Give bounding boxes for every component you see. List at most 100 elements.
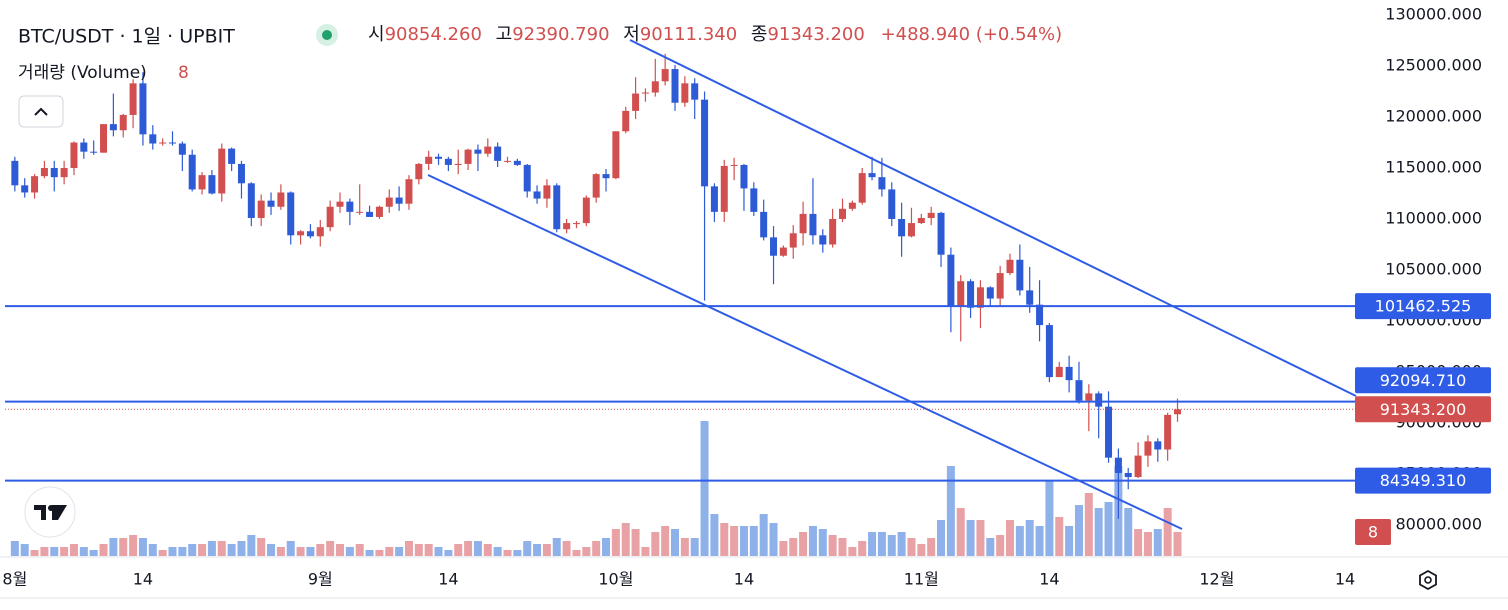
volume-bar bbox=[542, 544, 551, 556]
candle-body bbox=[267, 200, 275, 207]
chevron-icon bbox=[34, 107, 48, 116]
candle-body bbox=[287, 192, 295, 236]
volume-bar bbox=[779, 541, 788, 556]
x-tick-label: 14 bbox=[1335, 570, 1355, 589]
candle-body bbox=[553, 185, 561, 230]
candle-body bbox=[277, 192, 285, 207]
candle-body bbox=[1095, 393, 1103, 407]
candle-body bbox=[937, 212, 945, 255]
volume-bar bbox=[769, 523, 778, 556]
volume-bar bbox=[1134, 529, 1143, 556]
candle-body bbox=[848, 202, 856, 209]
volume-bar bbox=[286, 541, 295, 556]
candle-body bbox=[70, 142, 78, 168]
volume-bar bbox=[464, 541, 473, 556]
volume-bar bbox=[956, 508, 965, 556]
volume-bar bbox=[365, 550, 374, 556]
candle-body bbox=[31, 176, 39, 193]
volume-bar bbox=[858, 541, 867, 556]
collapse-button[interactable] bbox=[18, 95, 64, 128]
volume-bar bbox=[976, 520, 985, 556]
candle-body bbox=[1134, 455, 1142, 478]
candle-body bbox=[681, 83, 689, 103]
y-tick-label: 80000.000 bbox=[1395, 514, 1482, 533]
candle-body bbox=[1065, 366, 1073, 381]
trend-line bbox=[427, 174, 1183, 530]
candle-body bbox=[444, 158, 452, 165]
candle-body bbox=[306, 231, 314, 237]
volume-bar bbox=[336, 544, 344, 556]
candle-body bbox=[454, 163, 462, 165]
volume-bar bbox=[119, 538, 128, 556]
volume-bar bbox=[1094, 508, 1103, 556]
volume-bar bbox=[434, 547, 443, 556]
volume-value: 8 bbox=[178, 63, 189, 83]
volume-label: 거래량 (Volume) bbox=[18, 63, 147, 83]
candle-body bbox=[651, 81, 659, 93]
candle-body bbox=[612, 131, 620, 179]
settings-button[interactable] bbox=[1419, 569, 1437, 591]
volume-bar bbox=[828, 535, 837, 556]
candle-body bbox=[572, 223, 580, 225]
low-value: 90111.340 bbox=[640, 24, 737, 45]
candle-body bbox=[592, 174, 600, 198]
volume-bar bbox=[789, 538, 798, 556]
candle-body bbox=[149, 134, 157, 144]
candle-body bbox=[415, 163, 423, 180]
candle-body bbox=[188, 154, 196, 190]
volume-bar bbox=[306, 547, 315, 556]
candle-body bbox=[543, 185, 551, 199]
plot-area: 80000.00085000.00090000.00095000.0001000… bbox=[10, 4, 1482, 556]
candle-body bbox=[40, 167, 48, 177]
candle-body bbox=[907, 223, 915, 237]
volume-bar bbox=[592, 541, 601, 556]
candle-body bbox=[385, 197, 393, 207]
candle-body bbox=[169, 142, 176, 144]
candle-body bbox=[1154, 441, 1162, 450]
y-tick-label: 110000.000 bbox=[1385, 208, 1482, 227]
candle-body bbox=[228, 148, 236, 164]
candle-body bbox=[257, 200, 265, 218]
candle-body bbox=[474, 149, 482, 154]
close-label: 종 bbox=[751, 24, 768, 45]
volume-bar bbox=[375, 550, 384, 556]
candle-body bbox=[218, 148, 226, 194]
volume-bar bbox=[493, 547, 502, 556]
candle-body bbox=[1036, 304, 1044, 326]
candle-body bbox=[858, 173, 866, 203]
volume-bar bbox=[700, 421, 709, 556]
volume-bar bbox=[868, 532, 877, 556]
candle-body bbox=[789, 233, 797, 248]
candle-body bbox=[996, 273, 1004, 299]
candle-body bbox=[947, 254, 955, 306]
candle-body bbox=[563, 223, 571, 230]
candle-body bbox=[967, 281, 975, 308]
x-tick-label: 14 bbox=[438, 570, 458, 589]
candle-body bbox=[100, 124, 108, 153]
candle-body bbox=[750, 188, 758, 212]
volume-bar bbox=[1084, 493, 1093, 556]
volume-tag-label: 8 bbox=[1368, 523, 1378, 542]
volume-bar bbox=[148, 544, 157, 556]
volume-bar bbox=[99, 544, 108, 556]
volume-bar bbox=[631, 529, 640, 556]
candle-body bbox=[80, 142, 88, 152]
volume-bar bbox=[1163, 508, 1172, 556]
x-tick-label: 10월 bbox=[598, 570, 633, 589]
volume-bar bbox=[483, 544, 492, 556]
price-line-label: 92094.710 bbox=[1380, 371, 1467, 390]
volume-bar bbox=[562, 541, 571, 556]
candle-body bbox=[720, 165, 728, 212]
candle-body bbox=[533, 191, 541, 199]
volume-bar bbox=[69, 544, 78, 556]
volume-bar bbox=[267, 544, 276, 556]
volume-bar bbox=[1143, 532, 1152, 556]
candle-body bbox=[1174, 409, 1181, 415]
y-tick-label: 120000.000 bbox=[1385, 106, 1482, 125]
change-value: +488.940 (+0.54%) bbox=[881, 24, 1063, 45]
open-label: 시 bbox=[368, 24, 385, 45]
volume-bar bbox=[966, 520, 975, 556]
candle-body bbox=[661, 69, 669, 82]
volume-bar bbox=[917, 544, 926, 556]
candle-body bbox=[799, 213, 807, 234]
